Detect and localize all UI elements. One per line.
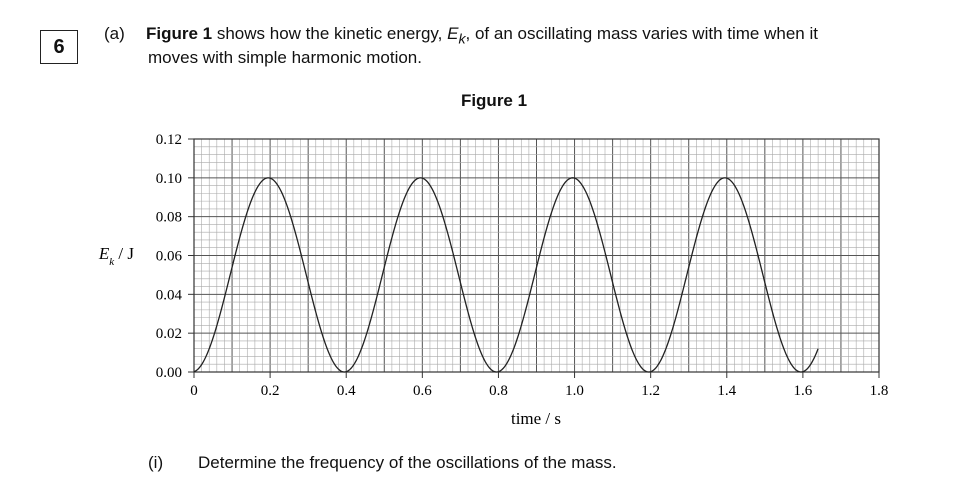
energy-symbol: E [447,24,459,43]
question-part-label: (a) [104,24,125,43]
x-tick-label: 0 [190,383,198,399]
question-number: 6 [53,35,65,58]
y-tick-label: 0.06 [156,249,183,265]
x-tick-label: 1.8 [870,383,889,399]
kinetic-energy-curve [193,177,819,373]
y-tick-label: 0.08 [156,210,182,226]
x-tick-label: 1.0 [565,383,584,399]
chart-ticks: 0 0.2 0.4 0.6 0.8 1.0 1.2 1.4 1.6 1.8 0.00 0.02 0.04… [156,132,889,399]
intro-text-b: , of an oscillating mass varies with tim… [465,24,818,43]
x-tick-label: 1.4 [717,383,736,399]
x-tick-label: 0.8 [489,383,508,399]
subpart-label: (i) [148,453,164,472]
y-tick-label: 0.00 [156,365,182,381]
y-tick-label: 0.04 [156,287,183,303]
y-tick-label: 0.12 [156,132,182,148]
x-tick-label: 1.6 [794,383,813,399]
y-tick-label: 0.10 [156,171,182,187]
figure-reference: Figure 1 [146,24,213,43]
figure-title: Figure 1 [460,91,528,110]
intro-text-a: shows how the kinetic energy, [212,24,448,43]
x-tick-label: 1.2 [641,383,660,399]
x-tick-label: 0.2 [261,383,280,399]
x-axis-label: time / s [511,409,561,428]
y-tick-label: 0.02 [156,326,182,342]
energy-subscript: k [458,31,466,48]
y-axis-label-symbol: E [98,244,110,263]
subpart-question: Determine the frequency of the oscillati… [198,453,617,472]
chart-grid [193,138,880,373]
question-number-box: 6 [40,30,78,64]
y-axis-label-unit: / J [114,244,134,263]
question-intro-line-2: moves with simple harmonic motion. [148,48,422,67]
x-tick-label: 0.6 [413,383,432,399]
y-axis-label: Ek / J [98,244,135,268]
y-axis-label-subscript: k [109,256,115,268]
question-intro-line: Figure 1 shows how the kinetic energy, E… [146,24,818,47]
x-tick-label: 0.4 [337,383,356,399]
